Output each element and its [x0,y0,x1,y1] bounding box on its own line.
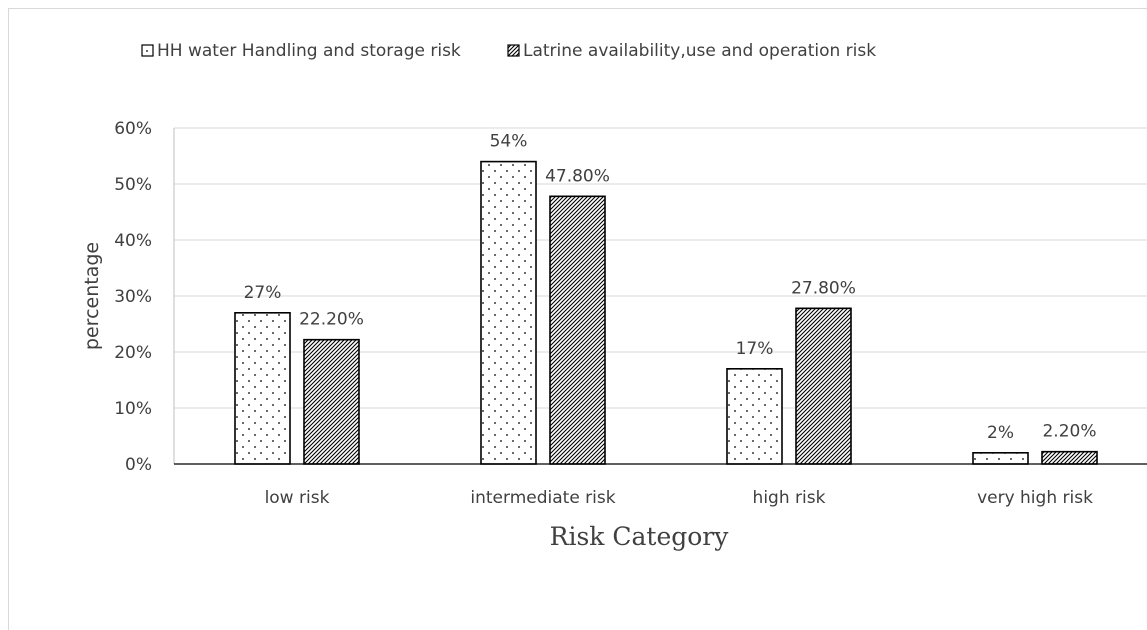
bar [234,311,291,465]
y-axis-title: percentage [81,242,103,350]
gridlines [174,127,1147,409]
legend-swatch [507,44,520,57]
y-tick-label: 30% [114,287,152,307]
axes [173,128,1147,465]
data-labels: 27% 22.20% 54% 47.80% 17% 27.80% 2% 2.20% [244,132,1097,443]
x-tick-label: intermediate risk [470,488,615,508]
data-label: 2.20% [1042,422,1096,442]
y-tick-label: 40% [114,231,152,251]
x-tick-label: high risk [753,488,826,508]
bar [1041,450,1098,465]
chart-frame [8,8,1147,630]
data-label: 2% [987,423,1014,443]
data-label: 47.80% [545,166,610,186]
data-label: 17% [736,339,774,359]
legend-swatch [141,44,154,57]
legend-label: Latrine availability,use and operation r… [523,41,876,61]
y-tick-label: 10% [114,399,152,419]
bar [303,338,360,465]
x-axis-title: Risk Category [550,522,730,551]
data-label: 27.80% [791,278,856,298]
y-tick-label: 20% [114,343,152,363]
bars [234,160,1098,465]
x-tick-label: very high risk [977,488,1093,508]
bar [549,195,606,465]
bar [795,307,852,465]
data-label: 27% [244,283,282,303]
bar [726,367,783,465]
y-tick-label: 0% [125,455,152,475]
data-label: 22.20% [299,310,364,330]
legend-label: HH water Handling and storage risk [157,41,461,61]
data-label: 54% [490,132,528,152]
bar [972,451,1029,465]
y-axis-ticks: 0% 10% 20% 30% 40% 50% 60% [114,119,152,475]
y-tick-label: 50% [114,175,152,195]
legend: HH water Handling and storage risk Latrin… [141,41,876,61]
y-tick-label: 60% [114,119,152,139]
x-tick-label: low risk [265,488,330,508]
bar [480,160,537,465]
x-axis-ticks: low risk intermediate risk high risk very h… [265,488,1094,508]
